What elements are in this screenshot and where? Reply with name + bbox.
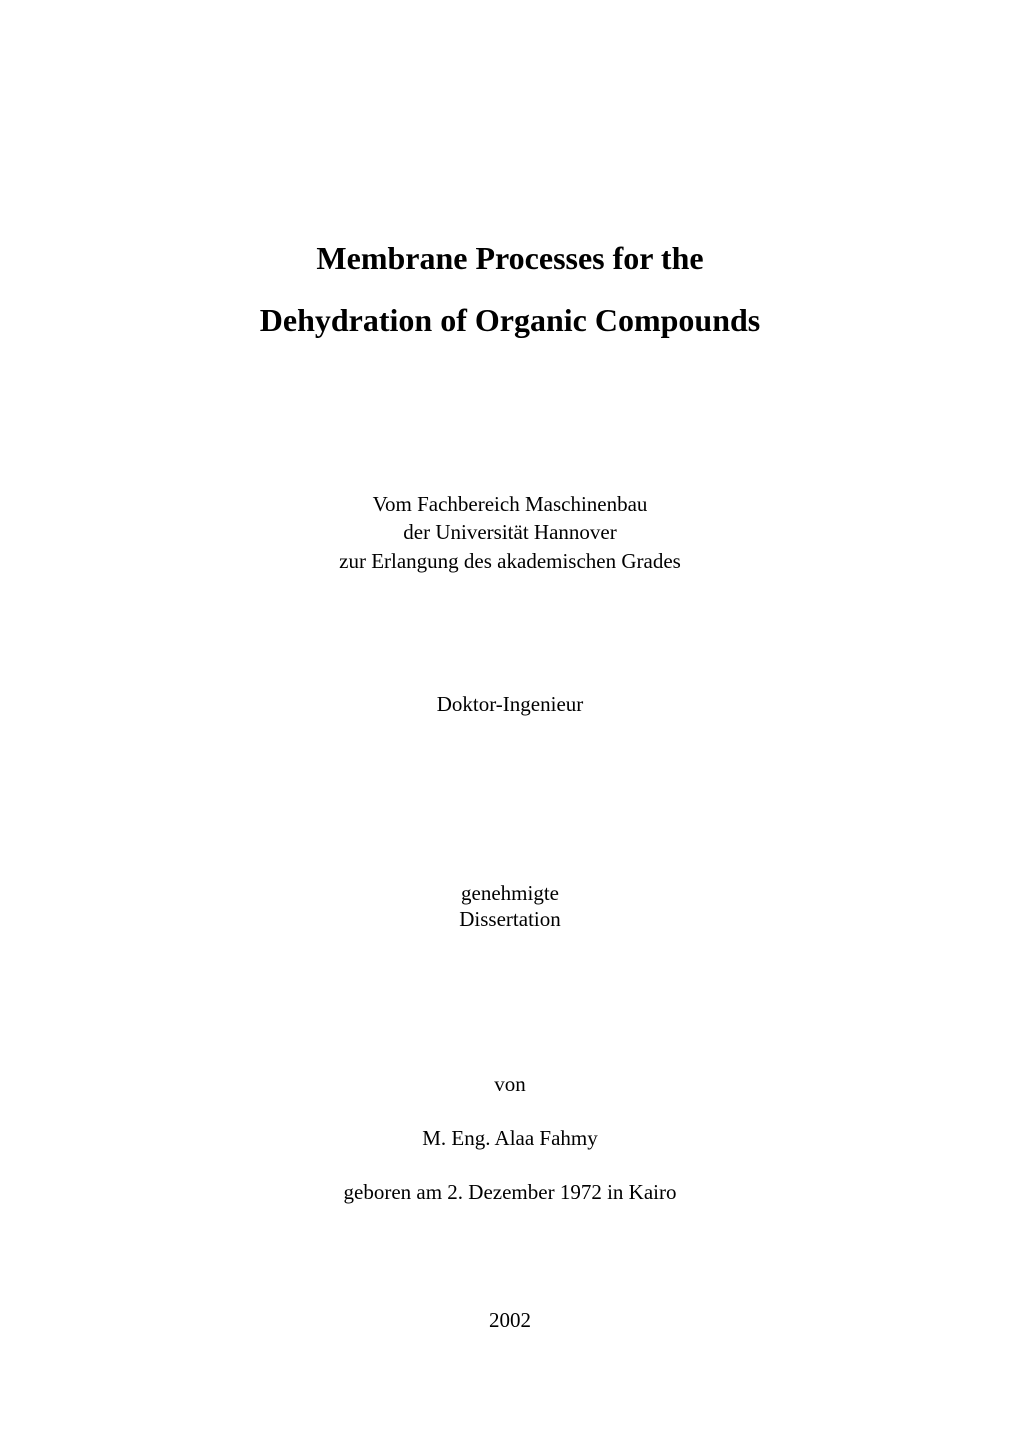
department-line-3: zur Erlangung des akademischen Grades xyxy=(0,547,1020,575)
approved-line-1: genehmigte xyxy=(0,880,1020,906)
author-born: geboren am 2. Dezember 1972 in Kairo xyxy=(0,1180,1020,1205)
department-block: Vom Fachbereich Maschinenbau der Univers… xyxy=(0,490,1020,575)
title-line-1: Membrane Processes for the xyxy=(0,242,1020,274)
von-label: von xyxy=(0,1072,1020,1097)
dissertation-title: Membrane Processes for the Dehydration o… xyxy=(0,242,1020,336)
publication-year: 2002 xyxy=(0,1308,1020,1333)
author-name: M. Eng. Alaa Fahmy xyxy=(0,1126,1020,1151)
approved-block: genehmigte Dissertation xyxy=(0,880,1020,933)
title-page: Membrane Processes for the Dehydration o… xyxy=(0,0,1020,1443)
title-line-2: Dehydration of Organic Compounds xyxy=(0,304,1020,336)
department-line-2: der Universität Hannover xyxy=(0,518,1020,546)
approved-line-2: Dissertation xyxy=(0,906,1020,932)
degree-label: Doktor-Ingenieur xyxy=(0,692,1020,717)
department-line-1: Vom Fachbereich Maschinenbau xyxy=(0,490,1020,518)
